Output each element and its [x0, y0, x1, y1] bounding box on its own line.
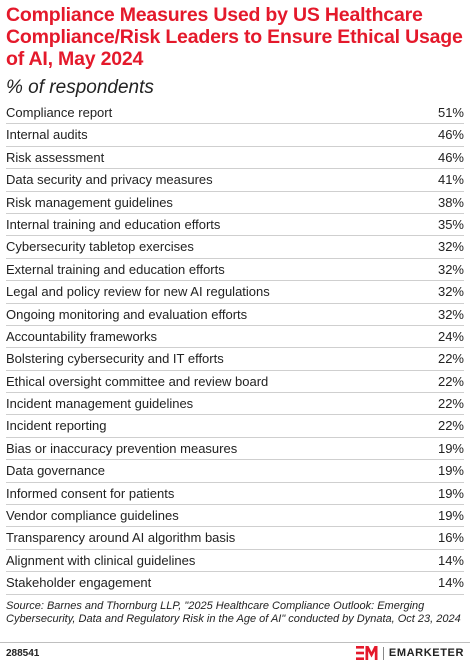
- row-value: 19%: [437, 508, 464, 524]
- row-label: Internal training and education efforts: [6, 216, 221, 232]
- row-label: Alignment with clinical guidelines: [6, 552, 196, 568]
- row-label: Ongoing monitoring and evaluation effort…: [6, 306, 248, 322]
- table-row: External training and education efforts 3…: [6, 259, 464, 282]
- row-label: Legal and policy review for new AI regul…: [6, 284, 270, 300]
- source-note: Source: Barnes and Thornburg LLP, "2025 …: [6, 600, 461, 625]
- table-row: Risk assessment 46%: [6, 147, 464, 170]
- row-value: 32%: [437, 261, 464, 277]
- row-label: Internal audits: [6, 127, 88, 143]
- row-label: Bias or inaccuracy prevention measures: [6, 440, 238, 456]
- table-row: Vendor compliance guidelines 19%: [6, 505, 464, 528]
- footer-divider: [0, 642, 470, 643]
- table-row: Bias or inaccuracy prevention measures 19…: [6, 438, 464, 461]
- row-label: Transparency around AI algorithm basis: [6, 530, 236, 546]
- table-row: Internal training and education efforts 3…: [6, 214, 464, 237]
- row-value: 14%: [437, 575, 464, 591]
- table-row: Ongoing monitoring and evaluation effort…: [6, 304, 464, 326]
- row-value: 19%: [437, 485, 464, 501]
- table-row: Legal and policy review for new AI regul…: [6, 281, 464, 304]
- table-row: Risk management guidelines 38%: [6, 192, 464, 214]
- row-label: Risk assessment: [6, 149, 105, 165]
- logo-divider: [382, 646, 384, 660]
- row-label: Data governance: [6, 463, 106, 479]
- row-value: 41%: [437, 172, 464, 188]
- row-label: Vendor compliance guidelines: [6, 508, 179, 524]
- table-row: Data governance 19%: [6, 460, 464, 483]
- row-label: External training and education efforts: [6, 261, 225, 277]
- row-label: Bolstering cybersecurity and IT efforts: [6, 351, 224, 367]
- row-value: 32%: [437, 284, 464, 300]
- row-value: 14%: [437, 552, 464, 568]
- row-value: 32%: [437, 239, 464, 255]
- row-value: 46%: [437, 149, 464, 165]
- brand-name: EMARKETER: [388, 647, 464, 659]
- table-row: Data security and privacy measures 41%: [6, 169, 464, 192]
- row-value: 46%: [437, 127, 464, 143]
- row-value: 51%: [437, 105, 464, 120]
- row-label: Incident management guidelines: [6, 396, 194, 412]
- chart-id: 288541: [6, 648, 40, 659]
- table-row: Bolstering cybersecurity and IT efforts 2…: [6, 348, 464, 371]
- row-value: 22%: [437, 418, 464, 434]
- row-value: 19%: [437, 463, 464, 479]
- table-row: Cybersecurity tabletop exercises 32%: [6, 236, 464, 259]
- data-table: Compliance report 51% Internal audits 46% Ri…: [6, 102, 464, 595]
- row-value: 22%: [437, 373, 464, 389]
- row-label: Informed consent for patients: [6, 485, 175, 501]
- table-row: Transparency around AI algorithm basis 16…: [6, 527, 464, 550]
- chart-subtitle: % of respondents: [6, 77, 154, 98]
- row-label: Risk management guidelines: [6, 194, 173, 210]
- row-label: Ethical oversight committee and review b…: [6, 373, 269, 389]
- row-value: 24%: [437, 328, 464, 344]
- table-row: Alignment with clinical guidelines 14%: [6, 550, 464, 573]
- table-row: Internal audits 46%: [6, 124, 464, 147]
- table-row: Compliance report 51%: [6, 102, 464, 125]
- table-row: Stakeholder engagement 14%: [6, 572, 464, 595]
- table-row: Ethical oversight committee and review b…: [6, 371, 464, 394]
- row-value: 19%: [437, 440, 464, 456]
- table-row: Informed consent for patients 19%: [6, 483, 464, 506]
- table-row: Incident reporting 22%: [6, 415, 464, 438]
- row-label: Compliance report: [6, 105, 113, 120]
- row-label: Data security and privacy measures: [6, 172, 213, 188]
- row-label: Accountability frameworks: [6, 328, 157, 344]
- row-value: 32%: [437, 306, 464, 322]
- chart-title: Compliance Measures Used by US Healthcar…: [6, 4, 463, 70]
- table-row: Incident management guidelines 22%: [6, 393, 464, 416]
- row-label: Incident reporting: [6, 418, 107, 434]
- table-row: Accountability frameworks 24%: [6, 326, 464, 349]
- row-label: Cybersecurity tabletop exercises: [6, 239, 194, 255]
- row-value: 16%: [437, 530, 464, 546]
- row-label: Stakeholder engagement: [6, 575, 152, 591]
- row-value: 22%: [437, 351, 464, 367]
- row-value: 35%: [437, 216, 464, 232]
- row-value: 22%: [437, 396, 464, 412]
- em-logo-icon: [355, 646, 378, 660]
- row-value: 38%: [437, 194, 464, 210]
- brand-logo[interactable]: EMARKETER: [355, 645, 464, 661]
